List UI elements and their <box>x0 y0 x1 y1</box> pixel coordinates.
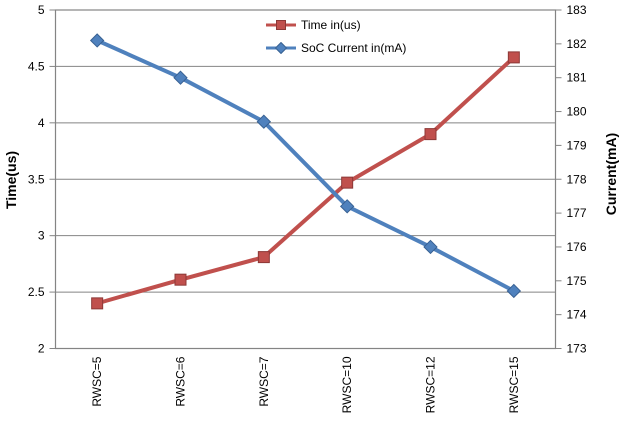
right-axis-title: Current(mA) <box>603 132 619 216</box>
left-axis-tick-label: 4.5 <box>28 59 45 73</box>
right-axis-tick-label: 181 <box>567 71 587 85</box>
right-axis-tick-label: 175 <box>567 274 587 288</box>
series-line <box>95 38 516 293</box>
legend: Time in(us) SoC Current in(mA) <box>266 13 406 59</box>
left-axis-tick-label: 3 <box>38 229 45 243</box>
data-point-square-marker <box>424 128 437 141</box>
data-point-square-marker <box>257 251 270 264</box>
data-point-square-marker <box>91 297 104 310</box>
right-axis-tick-label: 173 <box>567 342 587 356</box>
legend-label-time: Time in(us) <box>301 17 361 32</box>
x-axis-category-label: RWSC=10 <box>340 356 354 413</box>
left-axis-tick-label: 2.5 <box>28 285 45 299</box>
right-axis-tick-label: 174 <box>567 308 587 322</box>
x-axis-category-label: RWSC=6 <box>174 356 188 406</box>
data-point-square-marker <box>341 176 354 189</box>
series-line <box>95 55 516 306</box>
legend-time-series-marker-icon <box>266 19 296 31</box>
data-point-diamond-marker <box>339 199 355 214</box>
series-time <box>91 51 520 310</box>
data-point-diamond-marker <box>173 70 188 85</box>
right-axis-tick-label: 182 <box>567 37 587 51</box>
data-point-diamond-marker <box>256 114 272 129</box>
legend-item-current: SoC Current in(mA) <box>266 36 406 59</box>
right-axis-tick-label: 180 <box>567 105 587 119</box>
x-axis-category-label: RWSC=15 <box>507 356 521 413</box>
data-point-diamond-marker <box>423 239 438 255</box>
right-axis-tick-label: 183 <box>567 3 587 17</box>
data-point-square-marker <box>507 51 520 64</box>
right-axis-tick-label: 177 <box>567 206 587 220</box>
right-axis-tick-label: 178 <box>567 172 587 186</box>
legend-label-current: SoC Current in(mA) <box>301 40 407 55</box>
right-axis-tick-label: 179 <box>567 138 587 152</box>
left-axis-tick-label: 4 <box>38 116 45 130</box>
x-axis-category-label: RWSC=7 <box>257 356 271 406</box>
left-axis-tick-label: 2 <box>38 342 45 356</box>
x-axis-category-label: RWSC=12 <box>424 356 438 413</box>
data-point-square-marker <box>174 273 187 286</box>
right-axis-tick-label: 176 <box>567 240 587 254</box>
left-axis-tick-label: 5 <box>38 3 45 17</box>
left-axis-title: Time(us) <box>3 150 19 210</box>
x-axis-category-label: RWSC=5 <box>90 356 104 406</box>
left-axis-tick-label: 3.5 <box>28 172 45 186</box>
data-point-diamond-marker <box>89 33 105 48</box>
legend-current-series-marker-icon <box>266 41 296 54</box>
data-point-diamond-marker <box>506 283 522 299</box>
series-current <box>89 33 522 299</box>
legend-item-time: Time in(us) <box>266 13 406 36</box>
